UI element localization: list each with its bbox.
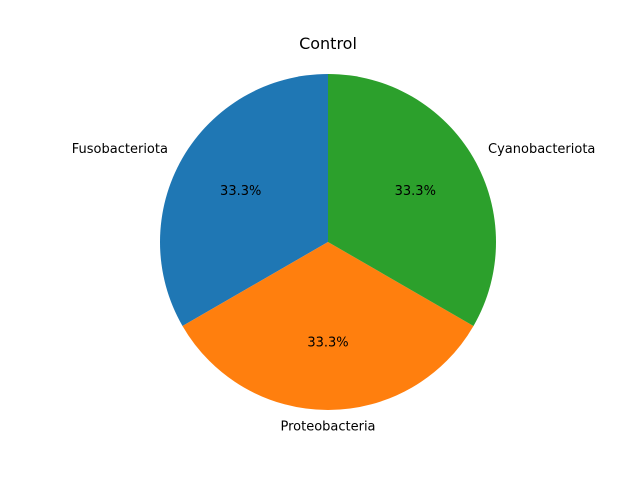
slice-label-cyanobacteriota: Cyanobacteriota	[488, 142, 595, 157]
slice-label-fusobacteriota: Fusobacteriota	[72, 142, 168, 157]
slice-cyanobacteriota	[328, 74, 496, 326]
slice-fusobacteriota	[160, 74, 328, 326]
slice-percent-fusobacteriota: 33.3%	[220, 184, 261, 199]
chart-title: Control	[299, 34, 357, 53]
slice-label-proteobacteria: Proteobacteria	[280, 419, 375, 434]
slice-percent-cyanobacteriota: 33.3%	[395, 184, 436, 199]
slice-proteobacteria	[182, 242, 474, 411]
pie-slices	[160, 74, 496, 411]
pie-labels: Fusobacteriota 33.3% Proteobacteria 33.3% Cy…	[72, 142, 596, 434]
slice-percent-proteobacteria: 33.3%	[307, 335, 348, 350]
